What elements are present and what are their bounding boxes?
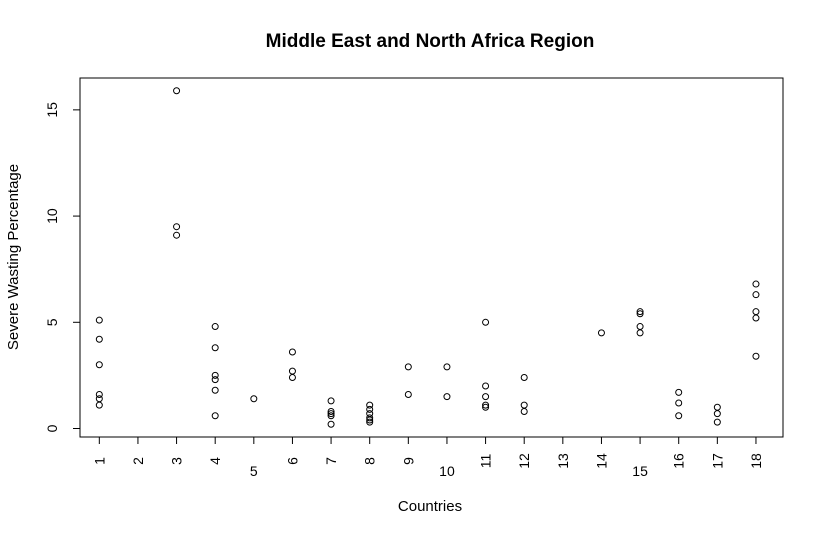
data-point [327, 397, 335, 405]
data-point [482, 401, 490, 409]
x-tick-label: 16 [671, 453, 687, 469]
y-tick-label: 15 [44, 102, 60, 118]
data-point [443, 393, 451, 401]
plot-frame [79, 77, 784, 438]
data-point [95, 316, 103, 324]
data-point [482, 382, 490, 390]
x-tick-label: 5 [250, 463, 258, 479]
y-axis: 0 5 10 15 [44, 102, 80, 432]
data-point [752, 308, 760, 316]
data-point [636, 329, 644, 337]
data-point [636, 323, 644, 331]
x-tick-label: 7 [323, 457, 339, 465]
data-point [211, 371, 219, 379]
data-point [482, 318, 490, 326]
data-point [327, 412, 335, 420]
data-point [288, 367, 296, 375]
x-tick-label: 15 [632, 463, 648, 479]
data-point [327, 408, 335, 416]
data-point [95, 361, 103, 369]
data-point [366, 418, 374, 426]
data-point [211, 412, 219, 420]
data-point [443, 363, 451, 371]
data-point [636, 308, 644, 316]
data-point [752, 352, 760, 360]
data-point [327, 420, 335, 428]
data-point [366, 405, 374, 413]
data-point [95, 401, 103, 409]
data-point [752, 291, 760, 299]
x-tick-label: 17 [709, 453, 725, 469]
data-point [713, 410, 721, 418]
data-point [404, 363, 412, 371]
data-point [366, 414, 374, 422]
y-axis-label: Severe Wasting Percentage [5, 164, 22, 350]
data-point [636, 310, 644, 318]
x-tick-label: 13 [555, 453, 571, 469]
data-point [404, 391, 412, 399]
x-tick-label: 4 [207, 457, 223, 465]
x-tick-label: 11 [478, 454, 494, 469]
x-tick-label: 1 [91, 457, 107, 465]
data-point [675, 399, 683, 407]
x-tick-label: 18 [748, 453, 764, 469]
x-tick-label: 6 [284, 457, 300, 465]
y-tick-label: 5 [44, 318, 60, 326]
data-point [211, 323, 219, 331]
y-tick-label: 10 [44, 208, 60, 224]
data-point [288, 374, 296, 382]
chart-title: Middle East and North Africa Region [266, 31, 595, 52]
data-point [95, 335, 103, 343]
data-point [520, 408, 528, 416]
data-point [173, 223, 181, 231]
data-point [482, 393, 490, 401]
data-point [520, 374, 528, 382]
data-point [520, 401, 528, 409]
data-point [366, 401, 374, 409]
data-point [752, 314, 760, 322]
data-point [482, 403, 490, 411]
x-tick-label: 10 [439, 463, 455, 479]
data-point [95, 391, 103, 399]
data-point [675, 388, 683, 396]
y-tick-label: 0 [44, 424, 60, 432]
data-points [95, 87, 760, 428]
x-tick-label: 8 [362, 457, 378, 465]
data-point [713, 403, 721, 411]
data-point [288, 348, 296, 356]
data-point [250, 395, 258, 403]
data-point [211, 376, 219, 384]
data-point [675, 412, 683, 420]
x-tick-label: 9 [400, 457, 416, 465]
data-point [211, 344, 219, 352]
data-point [713, 418, 721, 426]
x-tick-label: 3 [169, 457, 185, 465]
data-point [95, 395, 103, 403]
x-tick-label: 12 [516, 453, 532, 469]
x-axis-label: Countries [398, 498, 462, 515]
x-tick-label: 2 [130, 457, 146, 465]
data-point [366, 416, 374, 424]
data-point [752, 280, 760, 288]
data-point [173, 231, 181, 239]
data-point [173, 87, 181, 95]
data-point [211, 386, 219, 394]
data-point [597, 329, 605, 337]
data-point [327, 410, 335, 418]
x-tick-label: 14 [593, 453, 609, 469]
